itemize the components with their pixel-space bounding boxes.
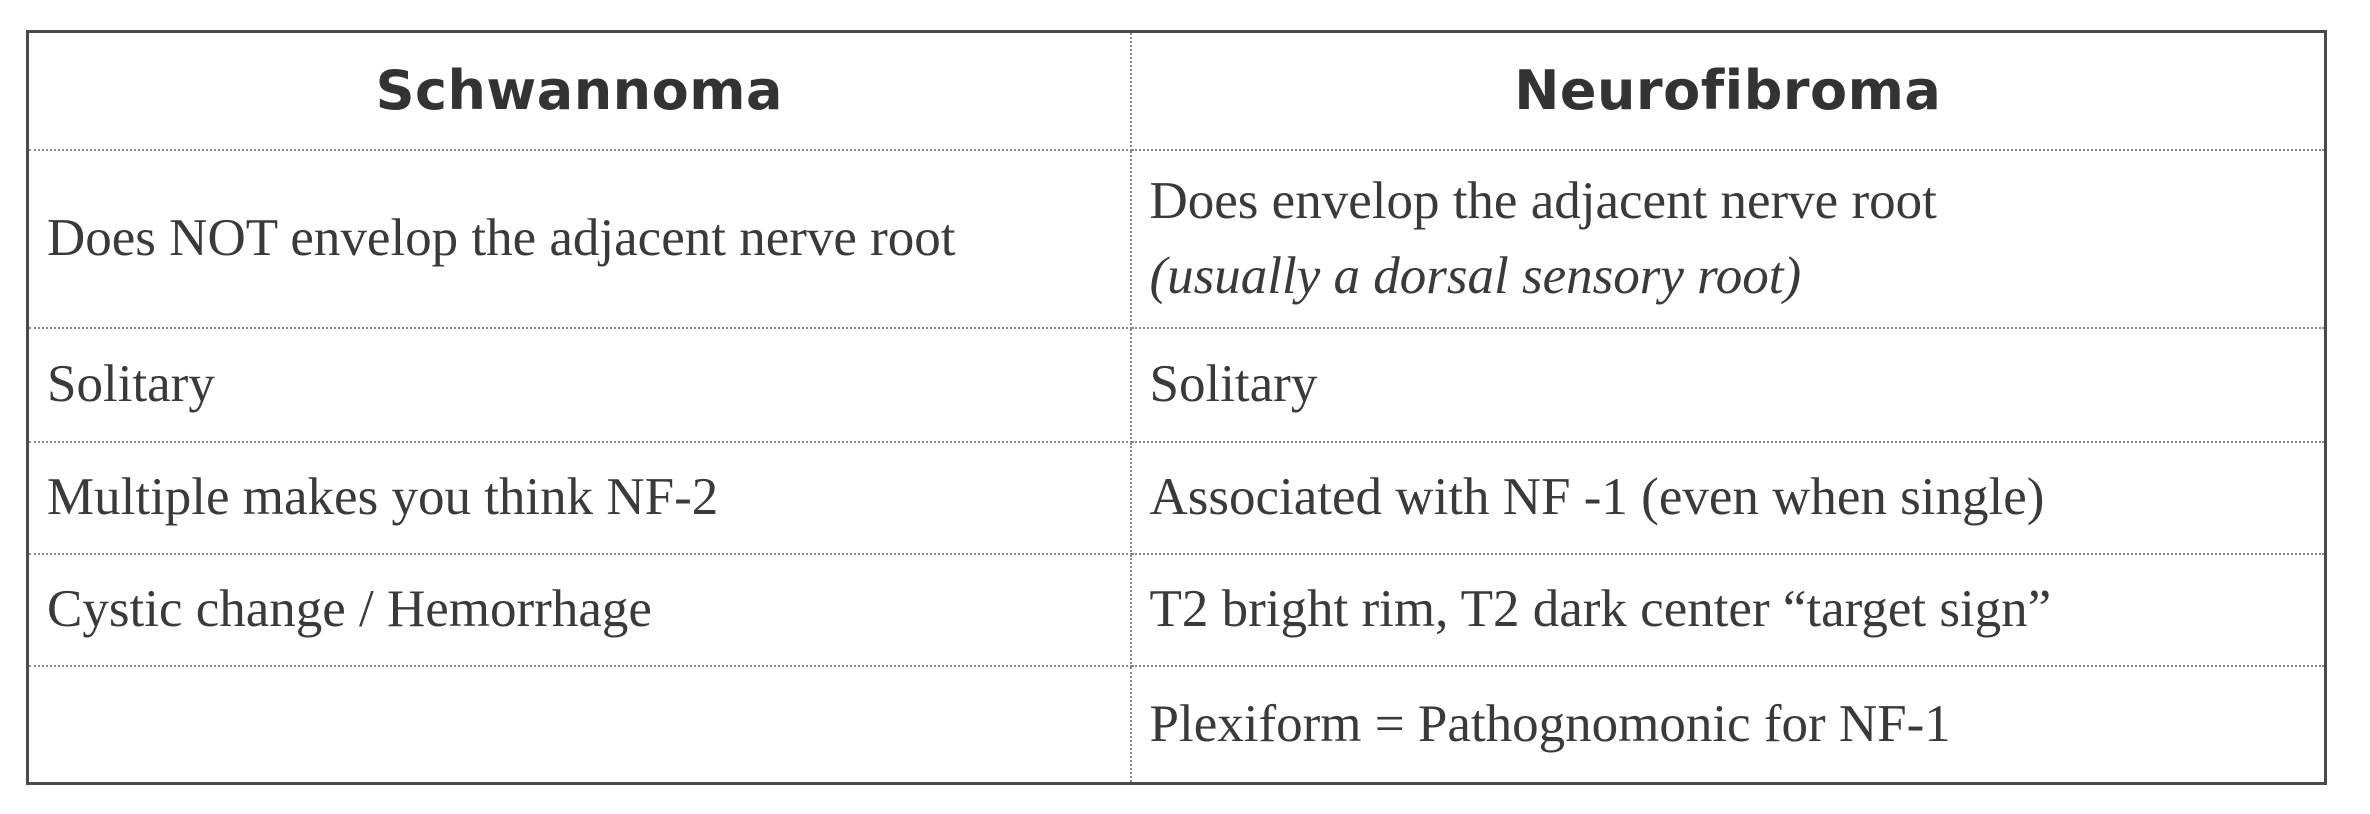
neurofibroma-cell: Does envelop the adjacent nerve root (us… [1130,149,2326,329]
comparison-table-container: Schwannoma Neurofibroma Does NOT envelop… [26,30,2327,785]
neurofibroma-cell: Plexiform = Pathognomonic for NF-1 [1149,695,1951,754]
schwannoma-vs-neurofibroma-table: Schwannoma Neurofibroma Does NOT envelop… [26,30,2327,785]
schwannoma-cell: Solitary [27,327,1132,443]
table-row: Cystic change / Hemorrhage T2 bright rim… [27,553,2326,667]
neurofibroma-cell: T2 bright rim, T2 dark center “target si… [1130,553,2326,667]
header-neurofibroma: Neurofibroma [1130,31,2326,151]
schwannoma-cell: Multiple makes you think NF-2 [27,441,1132,555]
header-row: Schwannoma Neurofibroma [27,31,2326,151]
neurofibroma-cell-note: (usually a dorsal sensory root) [1149,246,1802,305]
table-row: Plexiform = Pathognomonic for NF-1 [27,665,2326,784]
table-row: Solitary Solitary [27,327,2326,443]
table-row: Multiple makes you think NF-2 Associated… [27,441,2326,555]
neurofibroma-cell: Solitary [1130,327,2326,443]
neurofibroma-cell-text: Does envelop the adjacent nerve root [1149,172,1937,231]
header-schwannoma: Schwannoma [27,31,1132,151]
schwannoma-cell: Does NOT envelop the adjacent nerve root [27,149,1132,329]
schwannoma-cell-empty [27,665,1132,784]
schwannoma-cell: Cystic change / Hemorrhage [27,553,1132,667]
neurofibroma-cell: Associated with NF -1 (even when single) [1130,441,2326,555]
table-row: Does NOT envelop the adjacent nerve root… [27,149,2326,329]
